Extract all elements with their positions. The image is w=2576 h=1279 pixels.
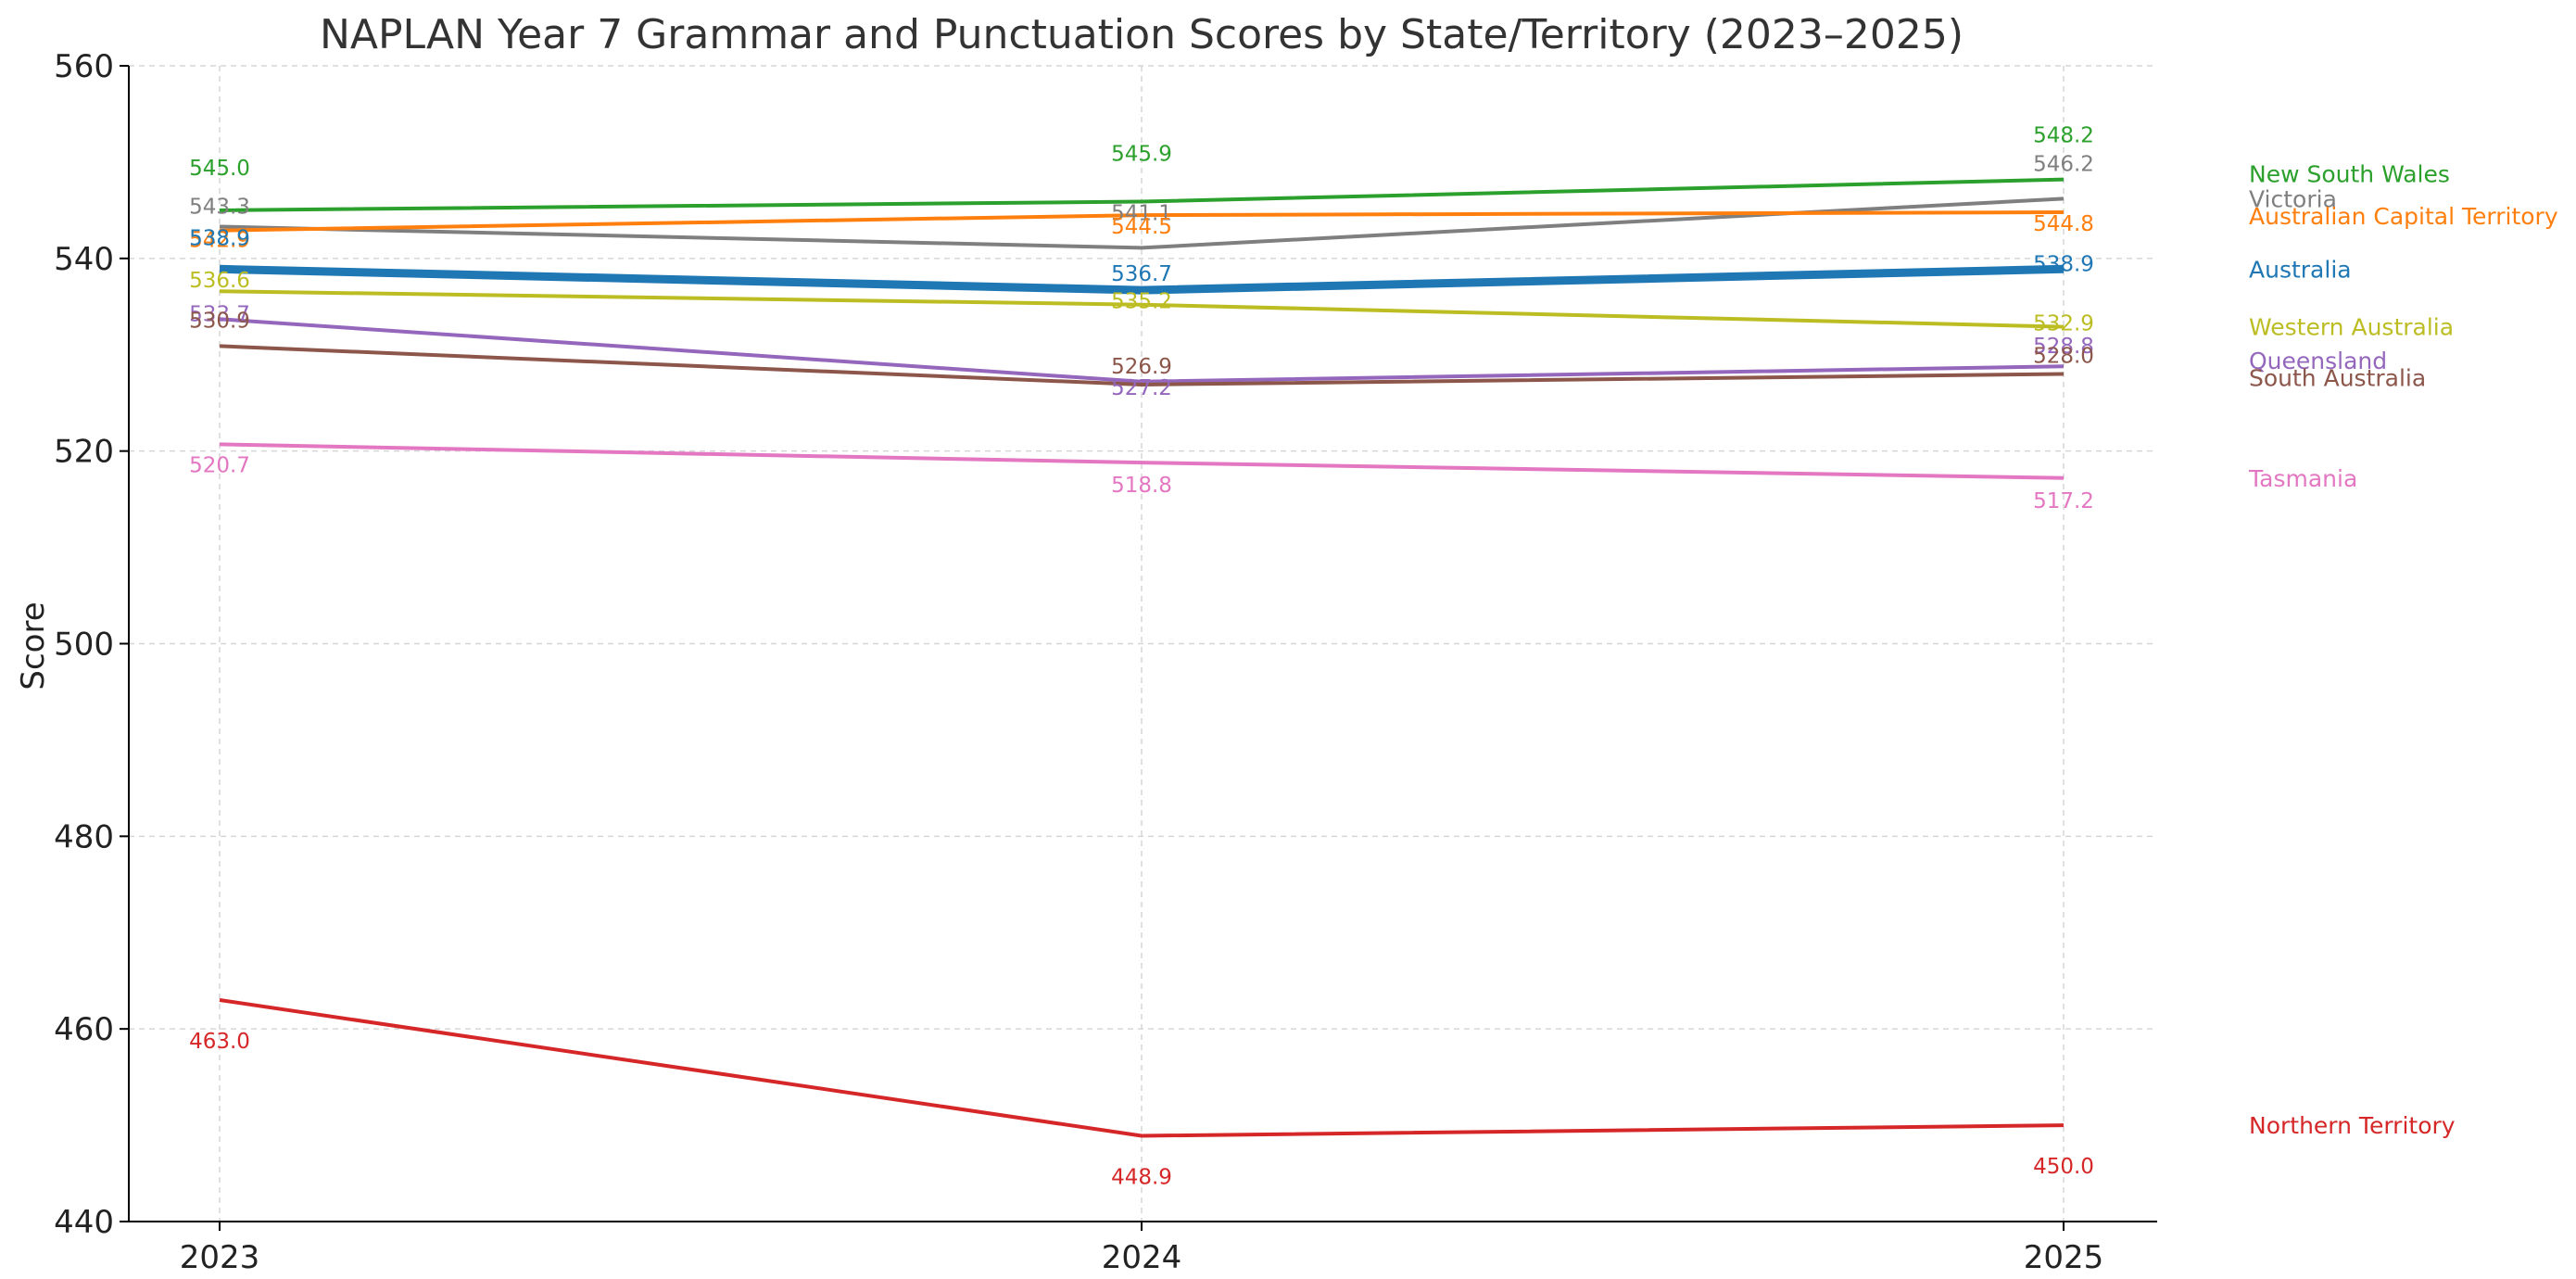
data-label-new-south-wales: 548.2 (2033, 124, 2094, 148)
y-tick-label: 520 (54, 434, 114, 471)
series-end-label-western-australia: Western Australia (2249, 314, 2454, 341)
series-end-label-queensland: Queensland (2249, 348, 2387, 374)
data-label-south-australia: 526.9 (1111, 355, 1172, 379)
data-label-western-australia: 535.2 (1111, 290, 1172, 314)
data-label-western-australia: 536.6 (189, 269, 250, 293)
series-end-label-tasmania: Tasmania (2248, 465, 2357, 492)
series-end-label-victoria: Victoria (2249, 185, 2337, 212)
data-label-queensland: 533.7 (189, 302, 250, 326)
data-labels: 545.0 545.9 548.2 543.3 541.1 546.2 542.9 544.5… (189, 124, 2094, 1190)
y-tick-label: 560 (54, 48, 114, 85)
chart-title: NAPLAN Year 7 Grammar and Punctuation Sc… (320, 11, 1964, 58)
data-label-south-australia: 530.9 (189, 309, 250, 333)
data-label-new-south-wales: 545.0 (189, 157, 250, 181)
data-label-australia: 536.7 (1111, 262, 1172, 286)
data-label-northern-territory: 450.0 (2033, 1155, 2094, 1179)
data-label-northern-territory: 463.0 (189, 1030, 250, 1054)
data-label-australian-capital-territory: 544.8 (2033, 212, 2094, 236)
series-line-south-australia (219, 344, 2065, 386)
series-end-label-south-australia: South Australia (2249, 365, 2426, 392)
data-label-queensland: 528.8 (2033, 335, 2094, 359)
data-label-australian-capital-territory: 544.5 (1111, 215, 1172, 239)
y-tick-label: 500 (54, 627, 114, 664)
y-tick-label: 460 (54, 1011, 114, 1048)
data-label-tasmania: 517.2 (2033, 489, 2094, 513)
data-label-western-australia: 532.9 (2033, 312, 2094, 336)
series-line-new-south-wales (219, 177, 2065, 212)
series-line-victoria (219, 196, 2065, 250)
data-label-tasmania: 518.8 (1111, 474, 1172, 498)
series-line-tasmania (219, 442, 2065, 480)
x-tick-label: 2024 (1102, 1239, 1182, 1276)
series-lines (219, 177, 2065, 1138)
y-tick-label: 540 (54, 241, 114, 278)
data-label-northern-territory: 448.9 (1111, 1166, 1172, 1190)
x-tick-label: 2025 (2024, 1239, 2104, 1276)
data-label-victoria: 546.2 (2033, 152, 2094, 176)
data-label-australia: 538.9 (189, 226, 250, 250)
series-line-australian-capital-territory (219, 210, 2065, 233)
data-label-tasmania: 520.7 (189, 453, 250, 477)
series-end-label-northern-territory: Northern Territory (2249, 1112, 2456, 1139)
series-line-western-australia (219, 289, 2065, 329)
y-axis-label: Score (15, 602, 52, 690)
data-label-south-australia: 528.0 (2033, 345, 2094, 369)
data-label-victoria: 543.3 (189, 196, 250, 220)
data-label-victoria: 541.1 (1111, 201, 1172, 225)
data-label-queensland: 527.2 (1111, 376, 1172, 400)
data-label-australian-capital-territory: 542.9 (189, 229, 250, 253)
series-line-australia (219, 264, 2065, 295)
y-tick-label: 480 (54, 818, 114, 855)
series-end-label-australia: Australia (2249, 256, 2352, 283)
series-line-queensland (219, 317, 2065, 384)
series-end-label-new-south-wales: New South Wales (2249, 161, 2450, 188)
data-label-australia: 538.9 (2033, 252, 2094, 276)
axes: 440 460 480 500 520 540 560 2023 2024 2025 (54, 48, 2157, 1276)
data-label-new-south-wales: 545.9 (1111, 143, 1172, 167)
series-end-label-australian-capital-territory: Australian Capital Territory (2249, 203, 2558, 230)
y-tick-label: 440 (54, 1204, 114, 1241)
series-line-northern-territory (219, 998, 2065, 1138)
x-tick-label: 2023 (180, 1239, 260, 1276)
